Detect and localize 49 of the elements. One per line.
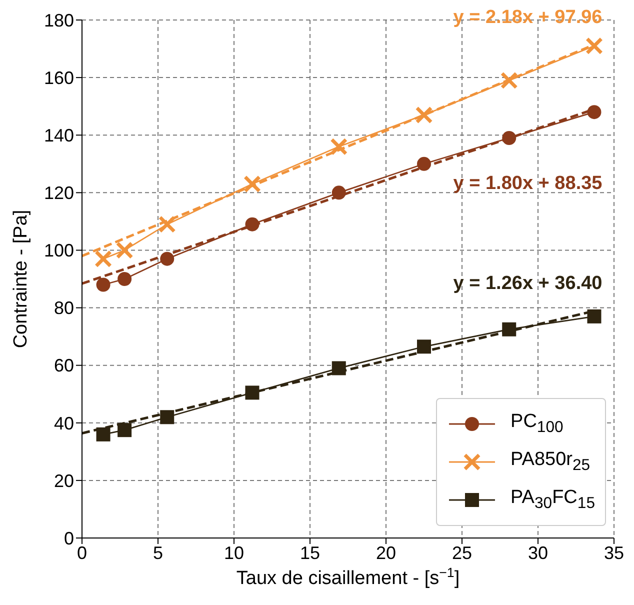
series-label: y = 1.80x + 88.35 xyxy=(453,173,603,194)
point xyxy=(243,175,261,193)
point xyxy=(245,386,260,400)
point xyxy=(118,423,132,438)
y-axis-title: Contrainte - [Pa] xyxy=(10,210,32,348)
y-tick-label: 160 xyxy=(44,68,74,88)
point xyxy=(417,340,431,354)
point xyxy=(96,427,110,442)
point xyxy=(587,309,602,324)
point xyxy=(118,272,132,286)
point xyxy=(587,105,602,120)
point xyxy=(502,130,516,145)
point xyxy=(96,278,110,292)
legend-label: PA850r$_{25}$ xyxy=(510,449,590,475)
point xyxy=(160,410,174,424)
x-tick-label: 30 xyxy=(528,542,548,563)
x-tick-label: 10 xyxy=(224,542,244,563)
legend-label: PC$_{100}$ xyxy=(510,411,564,437)
point xyxy=(158,216,176,234)
point xyxy=(585,37,603,55)
y-tick-label: 120 xyxy=(44,183,74,204)
point xyxy=(330,138,348,156)
point xyxy=(160,252,174,266)
point xyxy=(332,186,346,200)
y-tick-label: 140 xyxy=(44,126,74,146)
x-axis-title: Taux de cisaillement - [s$^{−1}$] xyxy=(236,564,460,589)
point xyxy=(245,217,260,232)
series-label: y = 1.26x + 36.40 xyxy=(453,272,602,294)
point xyxy=(500,72,518,90)
y-tick-label: 80 xyxy=(54,298,74,318)
y-tick-label: 100 xyxy=(44,240,74,261)
point xyxy=(94,250,112,268)
x-tick-label: 0 xyxy=(76,542,88,563)
legend-label: PA$_{30}$FC$_{15}$ xyxy=(510,487,595,513)
point xyxy=(332,361,346,376)
point xyxy=(415,106,433,124)
point xyxy=(116,241,134,259)
x-tick-label: 25 xyxy=(452,542,472,563)
x-tick-label: 15 xyxy=(300,542,320,563)
point xyxy=(502,322,516,336)
y-tick-label: 20 xyxy=(54,470,74,491)
x-tick-label: 35 xyxy=(604,542,624,563)
y-tick-label: 40 xyxy=(54,413,74,434)
point xyxy=(417,156,431,171)
y-tick-label: 180 xyxy=(44,10,74,30)
y-tick-label: 60 xyxy=(54,356,74,376)
x-tick-label: 20 xyxy=(376,542,396,563)
x-tick-label: 5 xyxy=(152,542,164,563)
y-tick-label: 0 xyxy=(64,528,74,548)
